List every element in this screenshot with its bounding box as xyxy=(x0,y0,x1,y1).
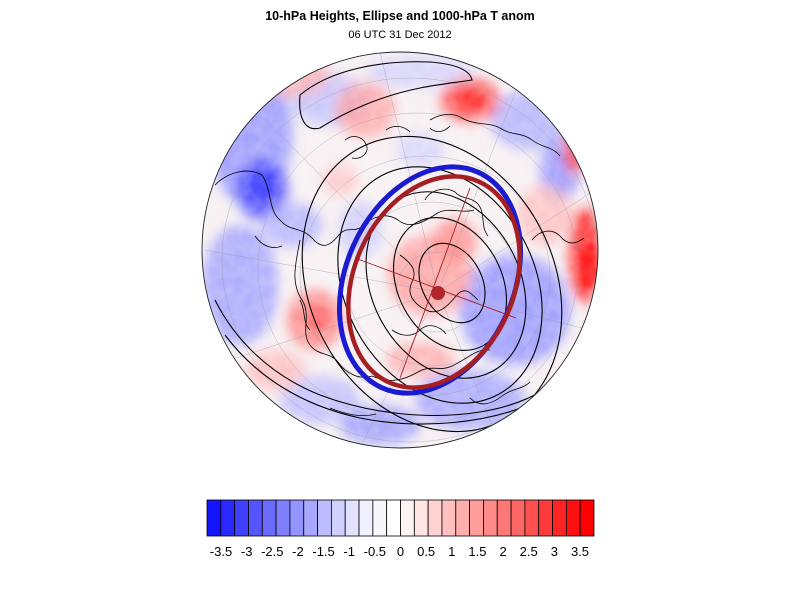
colorbar-tick-label: 0.5 xyxy=(417,544,435,559)
vortex-center-marker xyxy=(431,286,445,300)
colorbar-box xyxy=(303,499,318,537)
colorbar-box xyxy=(524,499,540,537)
colorbar-tick-label: -2.5 xyxy=(261,544,283,559)
colorbar-box xyxy=(413,499,429,537)
colorbar-tick-label: -1 xyxy=(343,544,355,559)
colorbar-tick-label: -2 xyxy=(292,544,304,559)
colorbar-boxes xyxy=(206,499,595,537)
colorbar-tick-label: -1.5 xyxy=(312,544,334,559)
colorbar-box xyxy=(510,499,526,537)
colorbar-box xyxy=(455,499,471,537)
chart-subtitle: 06 UTC 31 Dec 2012 xyxy=(348,29,452,41)
colorbar-box xyxy=(496,499,512,537)
colorbar-tick-label: 1.5 xyxy=(468,544,486,559)
colorbar-box xyxy=(552,499,567,537)
colorbar-box xyxy=(206,499,222,537)
colorbar-box xyxy=(469,499,484,537)
colorbar-tick-label: 2.5 xyxy=(520,544,538,559)
ellipse-major-axis xyxy=(399,187,471,379)
colorbar-tick-label: -3 xyxy=(241,544,253,559)
colorbar-box xyxy=(565,499,581,537)
colorbar-box xyxy=(372,499,388,537)
colorbar-box xyxy=(579,499,595,537)
colorbar-box xyxy=(220,499,236,537)
colorbar-box xyxy=(386,499,401,537)
colorbar-box xyxy=(344,499,360,537)
vortex-ellipse xyxy=(336,164,524,396)
colorbar-tick-label: 0 xyxy=(397,544,404,559)
colorbar-box xyxy=(483,499,498,537)
colorbar-tick-label: 2 xyxy=(499,544,506,559)
colorbar-box xyxy=(317,499,332,537)
colorbar-box xyxy=(538,499,553,537)
colorbar-box xyxy=(261,499,277,537)
colorbar-tick-label: -0.5 xyxy=(364,544,386,559)
colorbar-tick-label: 3 xyxy=(551,544,558,559)
colorbar-box xyxy=(275,499,291,537)
globe-border xyxy=(201,51,599,449)
colorbar-tick-label: 3.5 xyxy=(571,544,589,559)
colorbar-box xyxy=(289,499,305,537)
chart-title: 10-hPa Heights, Ellipse and 1000-hPa T a… xyxy=(265,9,535,23)
colorbar-box xyxy=(400,499,415,537)
colorbar-box xyxy=(441,499,457,537)
colorbar-box xyxy=(358,499,374,537)
colorbar-box xyxy=(330,499,346,537)
colorbar-box xyxy=(427,499,443,537)
colorbar-tick-label: -3.5 xyxy=(210,544,232,559)
colorbar-tick-label: 1 xyxy=(448,544,455,559)
colorbar-labels: -3.5 -3 -2.5 -2 -1.5 -1 -0.5 0 0.5 1 1.5 2 2.5 3 3.5 xyxy=(210,544,589,559)
colorbar-box xyxy=(248,499,263,537)
colorbar-box xyxy=(234,499,249,537)
